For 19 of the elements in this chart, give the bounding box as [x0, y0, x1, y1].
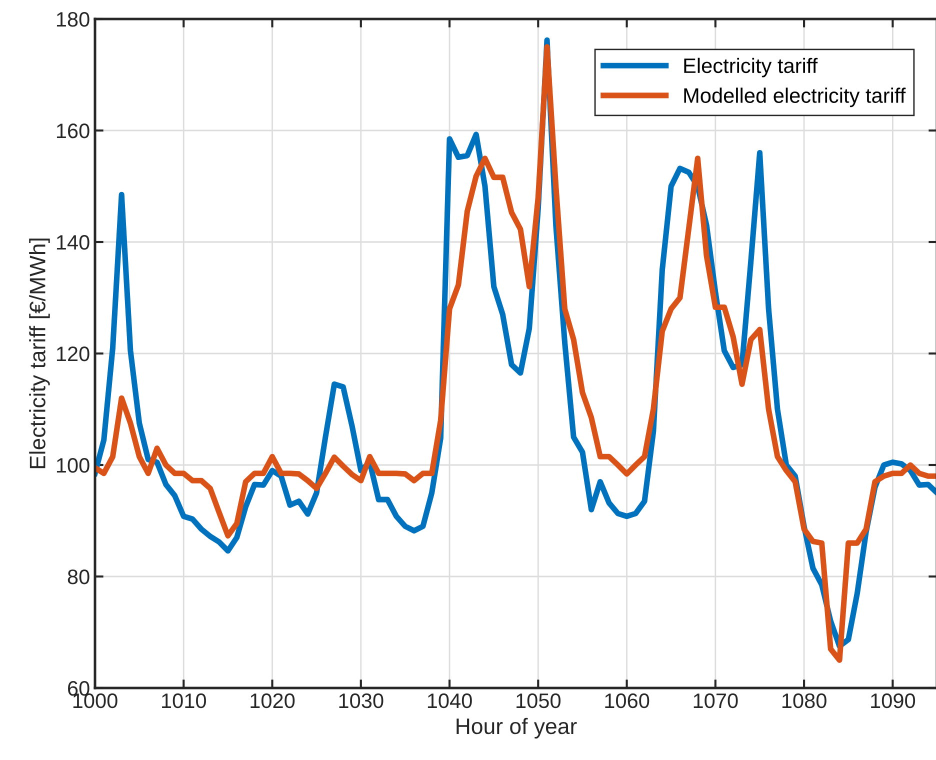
y-tick-label: 140: [56, 235, 90, 250]
x-tick-label: 1070: [694, 693, 738, 708]
y-tick-label: 120: [56, 346, 90, 362]
y-tick-label: 80: [68, 570, 90, 584]
x-tick-label: 1030: [339, 693, 384, 708]
x-tick-label: 1020: [250, 693, 295, 708]
x-axis-title: Hour of year: [456, 718, 577, 739]
y-tick-label: 160: [56, 124, 90, 138]
x-tick-label: 1040: [428, 693, 472, 708]
x-tick-label: 1060: [605, 693, 650, 708]
y-tick-label: 180: [56, 12, 90, 27]
x-tick-label: 1080: [782, 693, 826, 708]
x-tick-label: 1090: [871, 693, 916, 708]
legend-label: Electricity tariff: [684, 58, 818, 78]
y-axis-title: Electricity tariff [€/MWh]: [29, 238, 50, 468]
x-tick-label: 1050: [516, 693, 561, 708]
x-tick-label: 1010: [162, 693, 206, 708]
legend-label: Modelled electricity tariff: [684, 88, 906, 108]
y-tick-label: 100: [56, 458, 90, 473]
